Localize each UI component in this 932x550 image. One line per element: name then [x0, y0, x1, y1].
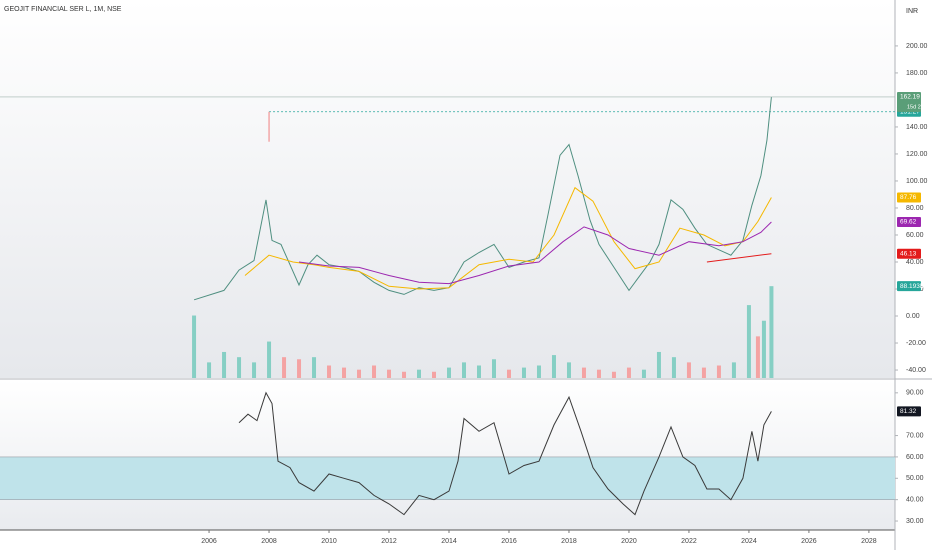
y-tick-label: 60.00	[906, 232, 924, 239]
volume-bar	[551, 355, 556, 378]
volume-bar	[192, 315, 197, 378]
y-tick-label: 40.00	[906, 259, 924, 266]
volume-bar	[716, 365, 721, 378]
volume-bar	[446, 367, 451, 378]
y-tick-label: 60.00	[906, 454, 924, 461]
volume-bar	[761, 320, 766, 378]
volume-bar	[596, 369, 601, 378]
y-tick-label: -20.00	[906, 340, 926, 347]
volume-bar	[566, 362, 571, 378]
y-tick-label: 90.00	[906, 390, 924, 397]
y-tick-label: 140.00	[906, 124, 928, 131]
last-value-label: 69.62	[900, 219, 917, 226]
countdown: 15d 22h	[907, 104, 927, 110]
volume-bar	[476, 365, 481, 378]
volume-bar	[252, 362, 257, 378]
x-tick-label: 2026	[801, 538, 817, 545]
volume-bar	[746, 305, 751, 378]
rsi-pane	[0, 380, 895, 530]
volume-bar	[207, 362, 212, 378]
y-tick-label: 80.00	[906, 205, 924, 212]
volume-bar	[417, 369, 422, 378]
volume-bar	[656, 351, 661, 378]
volume-bar	[297, 359, 302, 378]
volume-bar	[671, 357, 676, 378]
last-value-label: 162.19	[900, 94, 920, 101]
last-value-label-box	[897, 216, 921, 227]
volume-bar	[611, 371, 616, 378]
chart-title: GEOJIT FINANCIAL SER L, 1M, NSE	[4, 6, 122, 13]
volume-bar	[327, 365, 332, 378]
x-tick-label: 2024	[741, 538, 757, 545]
x-tick-label: 2020	[621, 538, 637, 545]
y-tick-label: 120.00	[906, 151, 928, 158]
y-tick-label: 40.00	[906, 497, 924, 504]
x-tick-label: 2008	[261, 538, 277, 545]
y-tick-label: 0.00	[906, 313, 920, 320]
y-tick-label: 100.00	[906, 178, 928, 185]
volume-bar	[581, 367, 586, 378]
volume-bar	[506, 369, 511, 378]
y-tick-label: -40.00	[906, 367, 926, 374]
last-value-label-box	[897, 406, 921, 417]
volume-bar	[372, 365, 377, 378]
volume-bar	[387, 369, 392, 378]
series-line	[238, 391, 772, 516]
volume-bar	[521, 367, 526, 378]
volume-bar	[536, 365, 541, 378]
volume-bar	[432, 371, 437, 378]
last-value-label-box	[897, 248, 921, 259]
x-tick-label: 2028	[861, 538, 877, 545]
x-tick-label: 2014	[441, 538, 457, 545]
volume-label: 88.193M	[900, 283, 925, 290]
volume-bar	[312, 357, 317, 378]
last-value-label: 46.13	[900, 250, 917, 257]
volume-bar	[641, 369, 646, 378]
price-pane	[0, 0, 895, 378]
last-value-label-box	[897, 192, 921, 203]
volume-label-box	[897, 281, 921, 292]
volume-bar	[237, 357, 242, 378]
currency: INR	[906, 8, 918, 15]
series-line	[706, 253, 772, 263]
y-tick-label: 180.00	[906, 70, 928, 77]
y-tick-label: 30.00	[906, 518, 924, 525]
last-value-label: 81.32	[900, 408, 917, 415]
x-tick-label: 2006	[201, 538, 217, 545]
x-tick-label: 2018	[561, 538, 577, 545]
volume-bar	[731, 362, 736, 378]
last-value-label: 87.76	[900, 194, 917, 201]
volume-bar	[491, 359, 496, 378]
volume-bar	[357, 369, 362, 378]
y-tick-label: 200.00	[906, 43, 928, 50]
volume-bar	[461, 362, 466, 378]
last-value-label-box	[897, 91, 921, 112]
volume-bar	[769, 286, 774, 378]
x-tick-label: 2010	[321, 538, 337, 545]
volume-bar	[686, 362, 691, 378]
volume-bar	[282, 357, 287, 378]
series-line	[298, 221, 772, 285]
volume-bar	[267, 341, 272, 378]
volume-bar	[755, 336, 760, 378]
volume-bar	[701, 367, 706, 378]
rsi-band	[0, 456, 895, 500]
volume-bar	[342, 367, 347, 378]
volume-bar	[626, 367, 631, 378]
volume-bar	[222, 351, 227, 378]
x-tick-label: 2012	[381, 538, 397, 545]
volume-bar	[402, 371, 407, 378]
y-tick-label: 50.00	[906, 475, 924, 482]
x-tick-label: 2022	[681, 538, 697, 545]
x-tick-label: 2016	[501, 538, 517, 545]
series-line	[244, 186, 772, 290]
y-tick-label: 70.00	[906, 432, 924, 439]
